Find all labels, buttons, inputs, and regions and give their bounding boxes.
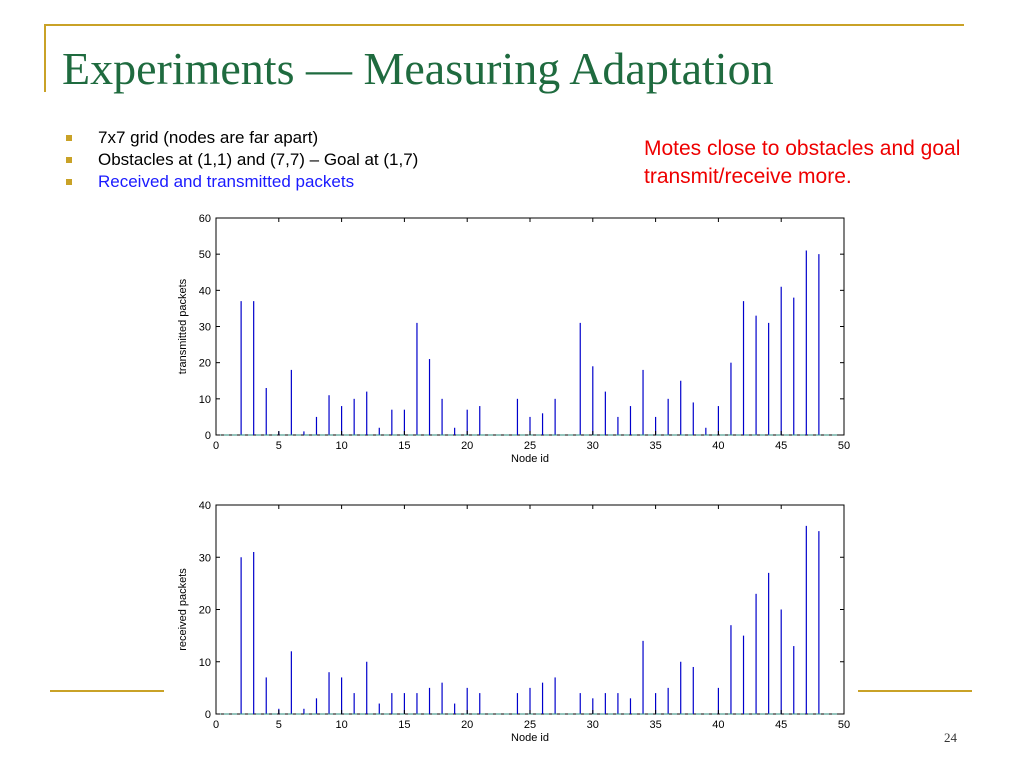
x-tick-label: 15 — [398, 440, 410, 452]
x-tick-label: 40 — [712, 719, 724, 731]
y-tick-label: 10 — [199, 657, 211, 669]
received-packets-chart: 0 5 10 15 20 25 30 35 40 45 50 0 10 20 30 40 Node id rece… — [177, 500, 850, 744]
y-tick-label: 40 — [199, 500, 211, 512]
slide-title: Experiments — Measuring Adaptation — [62, 43, 774, 94]
x-tick-label: 30 — [587, 440, 599, 452]
x-tick-label: 10 — [335, 719, 347, 731]
x-tick-label: 20 — [461, 719, 473, 731]
bullet-item: Obstacles at (1,1) and (7,7) – Goal at (… — [64, 149, 418, 171]
bullet-item: Received and transmitted packets — [64, 171, 418, 193]
x-tick-label: 50 — [838, 440, 850, 452]
x-tick-label: 20 — [461, 440, 473, 452]
plot-area — [215, 217, 845, 436]
transmitted-packets-chart: 0 5 10 15 20 25 30 35 40 45 50 0 10 20 30 40 50 60 Node id… — [177, 213, 850, 465]
x-axis-label: Node id — [511, 453, 549, 465]
x-tick-label: 0 — [213, 440, 219, 452]
x-tick-label: 10 — [335, 440, 347, 452]
x-tick-label: 5 — [276, 719, 282, 731]
bullet-square-icon — [66, 179, 72, 185]
x-tick-label: 35 — [649, 719, 661, 731]
x-tick-label: 40 — [712, 440, 724, 452]
frame-top-line — [44, 24, 964, 26]
y-tick-label: 50 — [199, 249, 211, 261]
bullet-item: 7x7 grid (nodes are far apart) — [64, 127, 418, 149]
x-tick-label: 45 — [775, 719, 787, 731]
y-axis-label: received packets — [177, 568, 189, 651]
bullet-text: Obstacles at (1,1) and (7,7) – Goal at (… — [98, 150, 419, 169]
bullet-text: 7x7 grid (nodes are far apart) — [98, 128, 319, 147]
y-tick-label: 0 — [205, 709, 211, 721]
callout-note: Motes close to obstacles and goal transm… — [644, 137, 961, 188]
y-tick-label: 0 — [205, 430, 211, 442]
x-tick-label: 25 — [524, 719, 536, 731]
bullet-text: Received and transmitted packets — [98, 172, 355, 191]
y-axis-label: transmitted packets — [177, 278, 189, 374]
bullet-list: 7x7 grid (nodes are far apart) Obstacles… — [64, 127, 418, 193]
y-tick-label: 20 — [199, 358, 211, 370]
y-tick-label: 60 — [199, 213, 211, 225]
x-tick-label: 15 — [398, 719, 410, 731]
y-tick-label: 30 — [199, 322, 211, 334]
y-tick-label: 20 — [199, 605, 211, 617]
footer-line-right — [858, 690, 972, 692]
y-tick-label: 30 — [199, 552, 211, 564]
x-tick-label: 45 — [775, 440, 787, 452]
footer-line-left — [50, 690, 164, 692]
bullet-square-icon — [66, 135, 72, 141]
bullet-square-icon — [66, 157, 72, 163]
x-axis-label: Node id — [511, 732, 549, 744]
x-tick-label: 5 — [276, 440, 282, 452]
frame-left-line — [44, 24, 46, 92]
x-tick-label: 25 — [524, 440, 536, 452]
y-tick-label: 10 — [199, 394, 211, 406]
x-tick-label: 35 — [649, 440, 661, 452]
x-tick-label: 0 — [213, 719, 219, 731]
y-tick-label: 40 — [199, 285, 211, 297]
x-tick-label: 50 — [838, 719, 850, 731]
x-tick-label: 30 — [587, 719, 599, 731]
plot-area — [215, 504, 845, 715]
page-number: 24 — [944, 730, 957, 745]
